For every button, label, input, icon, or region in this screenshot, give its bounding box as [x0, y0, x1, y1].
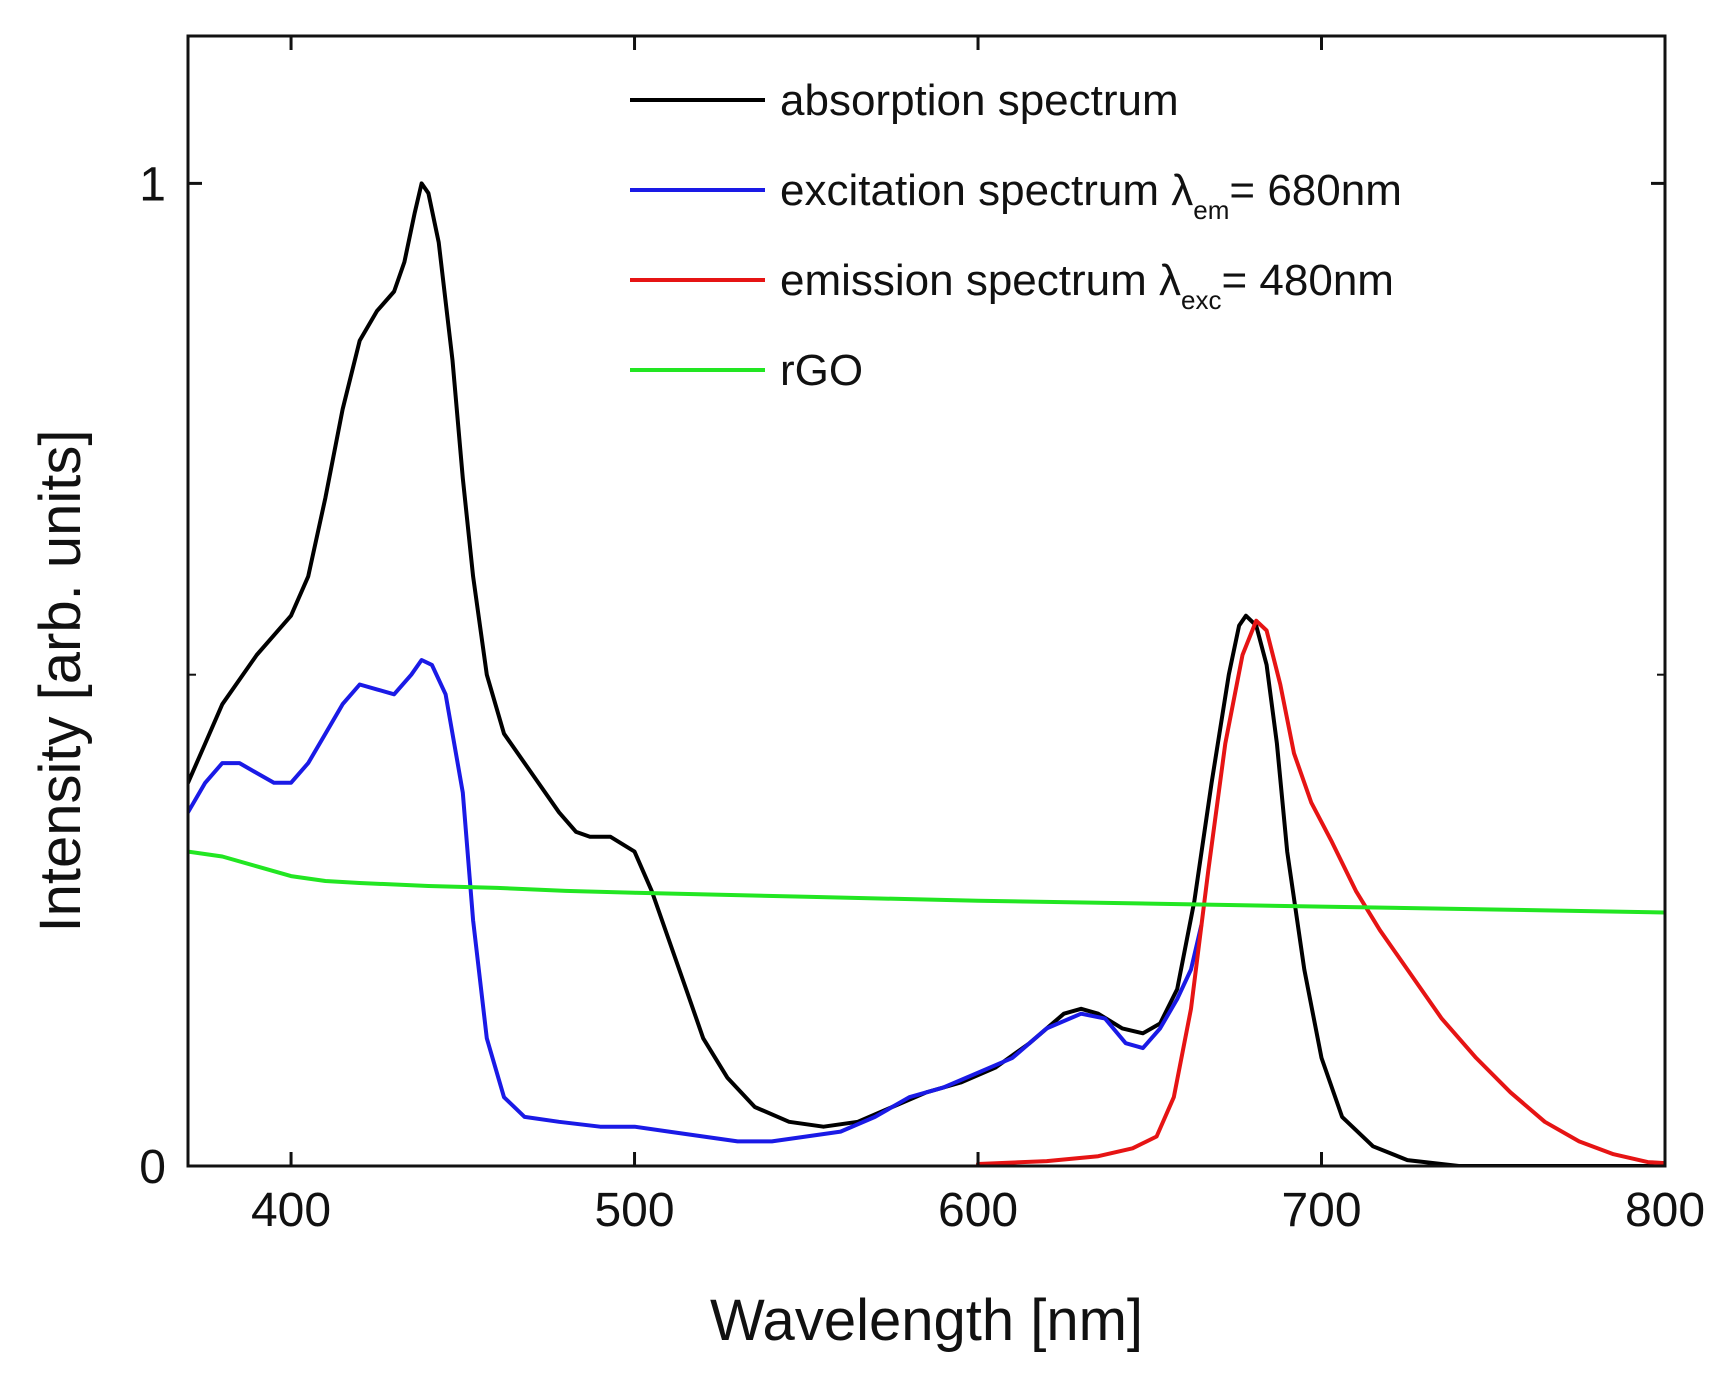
series-line-1 [188, 181, 1665, 1166]
x-axis-title: Wavelength [nm] [710, 1288, 1143, 1353]
legend-text: rGO [780, 346, 863, 395]
legend-subscript: exc [1181, 285, 1221, 315]
series-line-3 [976, 618, 1665, 1166]
legend-label-2: excitation spectrum λem= 680nm [780, 166, 1402, 225]
legend-text: absorption spectrum [780, 76, 1179, 125]
plot-frame [186, 34, 1667, 1168]
x-tick-label: 500 [594, 1184, 674, 1237]
legend-label-3: emission spectrum λexc= 480nm [780, 256, 1394, 315]
series-layer [188, 181, 1665, 1166]
y-tick-label: 0 [139, 1141, 166, 1194]
legend-text-tail: = 680nm [1229, 166, 1401, 215]
x-tick-label: 600 [938, 1184, 1018, 1237]
label-layer: 400 500 600 700 800 0 1 [139, 158, 1705, 1237]
legend-text: emission spectrum λ [780, 256, 1181, 305]
legend-label-4: rGO [780, 346, 863, 395]
legend-label-1: absorption spectrum [780, 76, 1179, 125]
x-tick-label: 800 [1625, 1184, 1705, 1237]
x-tick-label: 400 [251, 1184, 331, 1237]
legend-text-tail: = 480nm [1221, 256, 1393, 305]
tick-layer [188, 36, 1667, 1168]
legend-text: excitation spectrum λ [780, 166, 1193, 215]
series-line-2 [188, 658, 1204, 1144]
y-axis-title: Intensity [arb. units] [28, 430, 93, 933]
series-line-4 [188, 849, 1665, 915]
legend: absorption spectrum excitation spectrum λ… [630, 76, 1402, 395]
legend-subscript: em [1193, 195, 1229, 225]
y-tick-label: 1 [139, 158, 166, 211]
x-tick-label: 700 [1281, 1184, 1361, 1237]
